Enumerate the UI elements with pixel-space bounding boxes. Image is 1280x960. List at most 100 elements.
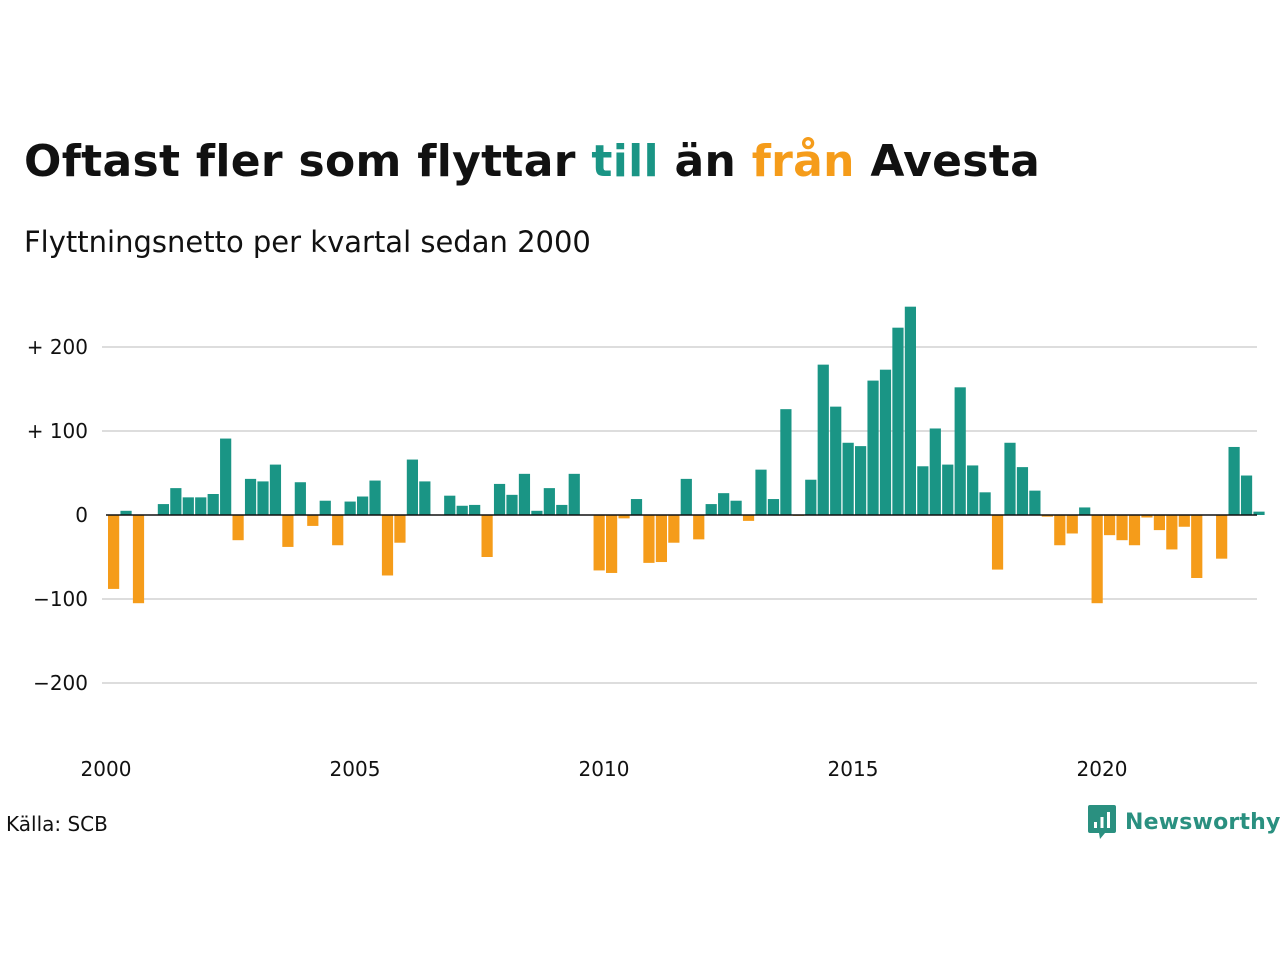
bar-2002-q3 (232, 515, 244, 541)
bar-2015-q3 (879, 369, 892, 515)
bar-chart: + 200 + 100 0 −100 −200 2000 2005 2010 2015 2020 (27, 306, 1265, 781)
bar-2001-q2 (170, 488, 182, 515)
title-part-3: än (658, 136, 752, 187)
bar-2005-q4 (394, 515, 406, 543)
bar-2019-q4 (1091, 515, 1103, 604)
x-axis-labels: 2000 2005 2010 2015 2020 (81, 757, 1128, 781)
bar-2019-q1 (1054, 515, 1066, 546)
bar-2009-q4 (593, 515, 605, 571)
x-tick-label: 2015 (828, 757, 879, 781)
bar-2003-q1 (257, 481, 269, 515)
bar-2010-q3 (630, 499, 643, 515)
title-fran: från (751, 136, 855, 187)
bar-2014-q4 (842, 442, 854, 515)
bar-2016-q2 (917, 466, 929, 515)
title-till: till (591, 136, 659, 187)
bar-2000-q1 (108, 515, 120, 589)
bar-2017-q4 (991, 515, 1004, 570)
bar-2021-q4 (1191, 515, 1203, 578)
bar-2016-q3 (929, 428, 941, 515)
bar-2007-q3 (481, 515, 493, 557)
bar-2011-q2 (668, 515, 680, 543)
bar-2001-q1 (157, 504, 169, 515)
y-tick-label: 0 (75, 503, 88, 527)
bar-2017-q3 (979, 492, 991, 515)
bar-2013-q1 (755, 469, 767, 515)
bar-2012-q4 (742, 515, 755, 521)
bar-2004-q4 (344, 501, 356, 515)
bar-2011-q4 (693, 515, 705, 540)
title-part-1: Oftast fler som flyttar (24, 136, 592, 187)
bar-2008-q2 (518, 473, 531, 515)
x-tick-label: 2000 (81, 757, 132, 781)
bar-2011-q1 (655, 515, 667, 563)
bar-2020-q3 (1128, 515, 1141, 546)
bar-2005-q2 (369, 480, 381, 515)
chart-subtitle: Flyttningsnetto per kvartal sedan 2000 (24, 225, 591, 259)
bar-2021-q3 (1178, 515, 1190, 527)
bar-2016-q1 (904, 306, 916, 515)
logo-text: Newsworthy (1125, 809, 1280, 835)
bar-2015-q2 (867, 380, 879, 515)
bar-2021-q2 (1166, 515, 1178, 550)
bar-2010-q2 (618, 515, 630, 519)
bar-2017-q1 (954, 387, 966, 515)
bar-2016-q4 (942, 464, 954, 515)
bar-2005-q1 (357, 496, 369, 515)
bar-2009-q2 (568, 473, 580, 515)
x-tick-label: 2010 (579, 757, 630, 781)
bar-2007-q1 (456, 505, 468, 515)
bar-2003-q2 (269, 464, 282, 515)
title-part-5: Avesta (854, 136, 1041, 187)
bar-2014-q2 (817, 364, 829, 515)
x-tick-label: 2005 (330, 757, 381, 781)
chart-title: Oftast fler som flyttar till än från Ave… (24, 132, 1040, 192)
bar-2013-q3 (780, 409, 792, 515)
bar-2015-q4 (892, 327, 904, 515)
bar-2008-q4 (543, 488, 555, 515)
bar-2002-q4 (244, 478, 257, 515)
bar-2001-q4 (195, 497, 207, 515)
x-tick-label: 2020 (1077, 757, 1128, 781)
gridlines (102, 346, 1257, 684)
y-axis-labels: + 200 + 100 0 −100 −200 (27, 335, 88, 695)
bar-2011-q3 (680, 478, 692, 515)
bar-2006-q1 (406, 459, 418, 515)
bar-2018-q3 (1029, 490, 1041, 515)
bar-2007-q4 (493, 483, 506, 515)
bar-2014-q3 (830, 406, 842, 515)
y-tick-label: −200 (33, 671, 88, 695)
newsworthy-logo-icon (1088, 805, 1116, 839)
bar-2000-q3 (132, 515, 145, 604)
source-credit: Källa: SCB (6, 812, 108, 836)
bar-2005-q3 (381, 515, 394, 576)
bar-2007-q2 (469, 504, 481, 515)
bar-2006-q2 (419, 481, 431, 515)
bars (108, 306, 1265, 604)
bar-2018-q4 (1041, 515, 1053, 517)
bar-2010-q1 (606, 515, 618, 573)
bar-2019-q3 (1079, 507, 1091, 515)
bar-2015-q1 (855, 446, 867, 515)
bar-2002-q1 (207, 494, 219, 515)
bar-2013-q2 (767, 499, 780, 515)
bar-2004-q3 (332, 515, 344, 546)
y-tick-label: + 200 (27, 335, 88, 359)
bar-2020-q1 (1104, 515, 1116, 536)
newsworthy-logo[interactable]: Newsworthy (1088, 804, 1280, 840)
bar-2012-q2 (718, 493, 730, 515)
y-tick-label: + 100 (27, 419, 88, 443)
bar-2017-q2 (967, 465, 979, 515)
bar-2004-q2 (319, 500, 331, 515)
y-tick-label: −100 (33, 587, 88, 611)
bar-2018-q1 (1004, 442, 1016, 515)
bar-2002-q2 (220, 438, 232, 515)
bar-2000-q2 (120, 510, 132, 515)
bar-2021-q1 (1153, 515, 1165, 531)
bar-2009-q1 (556, 504, 568, 515)
bar-2019-q2 (1066, 515, 1078, 534)
bar-2022-q3 (1228, 446, 1240, 515)
bar-2020-q4 (1141, 515, 1153, 518)
bar-2012-q1 (705, 504, 717, 515)
bar-2012-q3 (730, 500, 742, 515)
